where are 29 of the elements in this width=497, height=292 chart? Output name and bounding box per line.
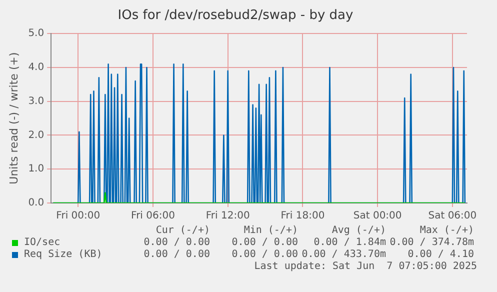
x-tick-label: Fri 06:00 <box>131 210 175 222</box>
text: Last update: Sat Jun 7 07:05:00 2025 <box>253 261 478 273</box>
text: 0.00 / 4.10 <box>406 249 474 261</box>
text: 0.00 / 374.78m <box>388 237 474 249</box>
x-tick-label: Sat 06:00 <box>428 210 477 222</box>
y-tick-label: 5.0 <box>28 28 44 40</box>
y-tick-label: 0.0 <box>28 198 44 209</box>
chart-title: IOs for /dev/rosebud2/swap - by day <box>118 8 354 24</box>
y-tick-label: 4.0 <box>28 62 44 74</box>
text: Min (-/+) <box>242 225 298 237</box>
text: 0.00 / 1.84m <box>312 237 386 249</box>
x-tick-label: Fri 00:00 <box>56 210 100 222</box>
text: 0.00 / 0.00 <box>230 249 298 261</box>
legend-label: IO/sec <box>24 237 60 249</box>
y-axis-title: Units read (-) / write (+) <box>7 52 20 184</box>
x-tick-label: Sat 00:00 <box>353 210 402 222</box>
y-tick-label: 2.0 <box>28 130 44 141</box>
text: Cur (-/+) <box>154 225 210 237</box>
text: 0.00 / 433.70m <box>300 249 386 261</box>
y-tick-label: 3.0 <box>28 96 44 107</box>
x-tick-label: Fri 12:00 <box>206 210 250 222</box>
text: 0.00 / 0.00 <box>142 237 210 249</box>
x-tick-label: Fri 18:00 <box>280 210 325 222</box>
text: Avg (-/+) <box>330 225 386 237</box>
text: 0.00 / 0.00 <box>142 249 210 261</box>
legend-label: Req Size (KB) <box>24 249 102 261</box>
text: 0.00 / 0.00 <box>230 237 298 249</box>
text: Max (-/+) <box>418 225 474 237</box>
y-tick-label: 1.0 <box>28 164 44 175</box>
